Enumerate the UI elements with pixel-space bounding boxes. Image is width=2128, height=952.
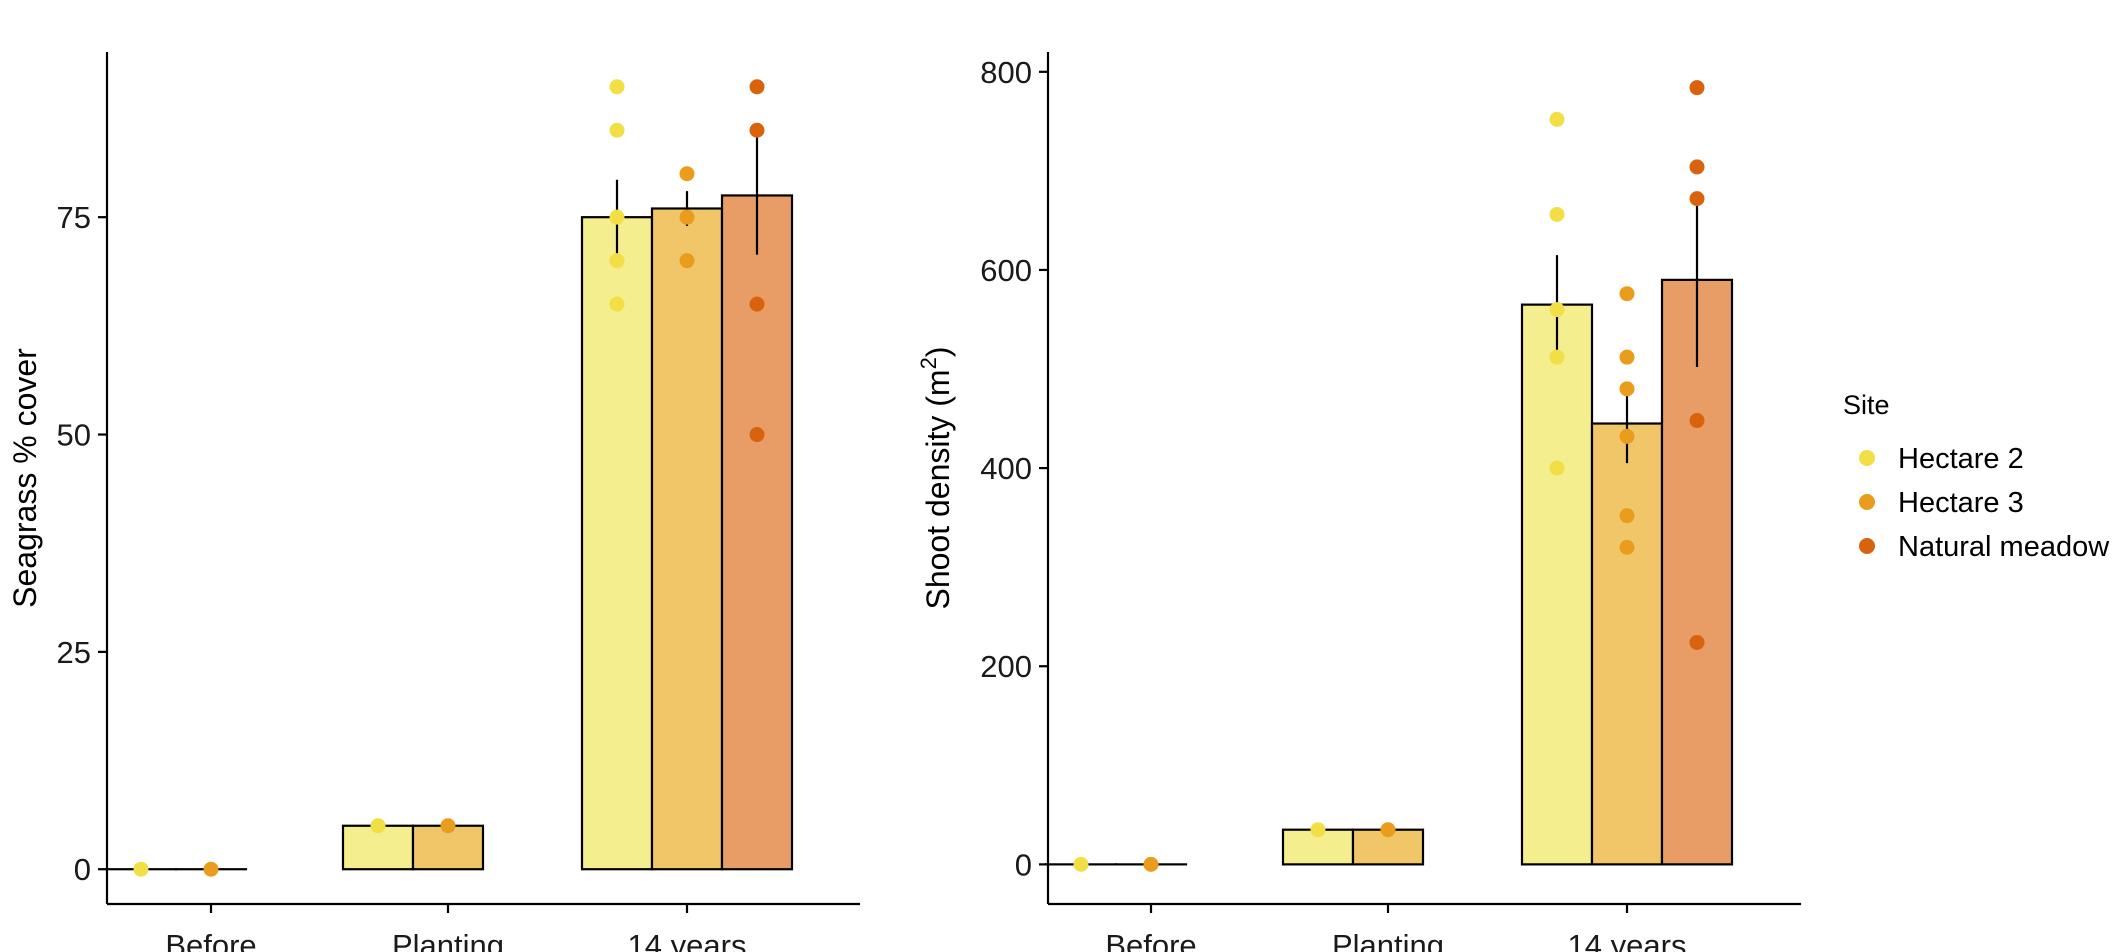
data-point-hectare-2-before-0 bbox=[133, 861, 149, 877]
y-tick-label-0: 0 bbox=[74, 852, 91, 887]
y-axis-title-text: Shoot density (m bbox=[920, 369, 956, 609]
data-point-hectare-2-planting-0 bbox=[370, 818, 386, 834]
legend: Site Hectare 2 Hectare 3 Natural meadow bbox=[1843, 390, 2110, 563]
data-point-hectare-3-14-years-2 bbox=[1619, 381, 1635, 397]
data-point-hectare-2-14-years-2 bbox=[1549, 302, 1565, 318]
data-point-hectare-3-14-years-1 bbox=[1619, 349, 1635, 365]
legend-marker-hectare-2 bbox=[1859, 450, 1875, 466]
data-point-natural-meadow-14-years-4 bbox=[1689, 634, 1705, 650]
data-point-hectare-2-14-years-3 bbox=[1549, 349, 1565, 365]
data-point-natural-meadow-14-years-3 bbox=[1689, 413, 1705, 429]
data-point-hectare-3-before-0 bbox=[203, 861, 219, 877]
bar-hectare-2-14-years bbox=[580, 216, 654, 871]
y-tick-label-50: 50 bbox=[57, 418, 91, 453]
panel-b: 0 200 400 600 800 Before Planting 14 years Shoot… bbox=[916, 52, 1801, 952]
data-point-hectare-2-14-years-1 bbox=[1549, 206, 1565, 222]
data-point-hectare-2-before-0 bbox=[1073, 856, 1089, 872]
data-point-hectare-2-planting-0 bbox=[1310, 822, 1326, 838]
bar-natural-meadow-14-years bbox=[1660, 278, 1734, 866]
data-point-natural-meadow-14-years-3 bbox=[749, 427, 765, 443]
legend-entry-natural-meadow: Natural meadow bbox=[1859, 531, 2110, 563]
y-axis-title-superscript: 2 bbox=[916, 357, 941, 369]
legend-label-hectare-3: Hectare 3 bbox=[1898, 487, 2024, 519]
data-point-hectare-3-14-years-4 bbox=[1619, 508, 1635, 524]
data-point-hectare-2-14-years-4 bbox=[1549, 460, 1565, 476]
data-point-natural-meadow-14-years-0 bbox=[1689, 80, 1705, 96]
data-point-natural-meadow-14-years-0 bbox=[749, 79, 765, 95]
y-tick-label-400: 400 bbox=[980, 451, 1032, 486]
x-tick-label-planting: Planting bbox=[392, 928, 504, 952]
legend-entry-hectare-3: Hectare 3 bbox=[1859, 487, 2024, 519]
data-point-hectare-3-14-years-0 bbox=[1619, 286, 1635, 302]
data-point-hectare-2-14-years-3 bbox=[609, 253, 625, 269]
data-point-hectare-2-14-years-4 bbox=[609, 296, 625, 312]
legend-marker-natural-meadow bbox=[1859, 538, 1875, 554]
data-point-hectare-3-14-years-3 bbox=[1619, 428, 1635, 444]
legend-label-hectare-2: Hectare 2 bbox=[1898, 443, 2024, 475]
data-point-natural-meadow-14-years-2 bbox=[1689, 191, 1705, 207]
legend-title: Site bbox=[1843, 390, 1890, 420]
data-point-hectare-2-14-years-2 bbox=[609, 209, 625, 225]
data-point-hectare-3-14-years-0 bbox=[679, 166, 695, 182]
y-axis-title: Seagrass % cover bbox=[7, 348, 43, 608]
data-point-natural-meadow-14-years-1 bbox=[749, 122, 765, 138]
data-point-hectare-2-14-years-0 bbox=[1549, 111, 1565, 127]
y-tick-label-25: 25 bbox=[57, 635, 91, 670]
data-point-hectare-3-planting-0 bbox=[440, 818, 456, 834]
data-point-natural-meadow-14-years-2 bbox=[749, 296, 765, 312]
data-point-natural-meadow-14-years-1 bbox=[1689, 159, 1705, 175]
legend-entry-hectare-2: Hectare 2 bbox=[1859, 443, 2024, 475]
y-tick-label-200: 200 bbox=[980, 649, 1032, 684]
panel-a: 0 25 50 75 Before Planting 14 years Seagrass % … bbox=[7, 52, 860, 952]
data-point-hectare-3-14-years-2 bbox=[679, 253, 695, 269]
data-point-hectare-3-14-years-1 bbox=[679, 209, 695, 225]
x-tick-label-14-years: 14 years bbox=[1568, 928, 1687, 952]
legend-label-natural-meadow: Natural meadow bbox=[1898, 531, 2110, 563]
y-tick-label-600: 600 bbox=[980, 253, 1032, 288]
x-tick-label-before: Before bbox=[1105, 928, 1196, 952]
data-point-hectare-3-before-0 bbox=[1143, 856, 1159, 872]
y-tick-label-75: 75 bbox=[57, 200, 91, 235]
bar-hectare-3-14-years bbox=[650, 207, 724, 871]
data-point-hectare-2-14-years-0 bbox=[609, 79, 625, 95]
bar-hectare-3-14-years bbox=[1590, 422, 1664, 866]
data-point-hectare-3-14-years-5 bbox=[1619, 539, 1635, 555]
data-point-hectare-3-planting-0 bbox=[1380, 822, 1396, 838]
x-tick-label-14-years: 14 years bbox=[628, 928, 747, 952]
x-tick-label-planting: Planting bbox=[1332, 928, 1444, 952]
y-axis-title-text: Seagrass % cover bbox=[7, 348, 43, 608]
y-axis-title-suffix: ) bbox=[920, 346, 956, 357]
bar-natural-meadow-14-years bbox=[720, 194, 794, 871]
y-tick-label-800: 800 bbox=[980, 55, 1032, 90]
bar-hectare-2-14-years bbox=[1520, 303, 1594, 866]
y-tick-label-0: 0 bbox=[1015, 847, 1032, 882]
legend-marker-hectare-3 bbox=[1859, 494, 1875, 510]
y-axis-title: Shoot density (m2) bbox=[916, 346, 956, 609]
x-tick-label-before: Before bbox=[165, 928, 256, 952]
data-point-hectare-2-14-years-1 bbox=[609, 122, 625, 138]
